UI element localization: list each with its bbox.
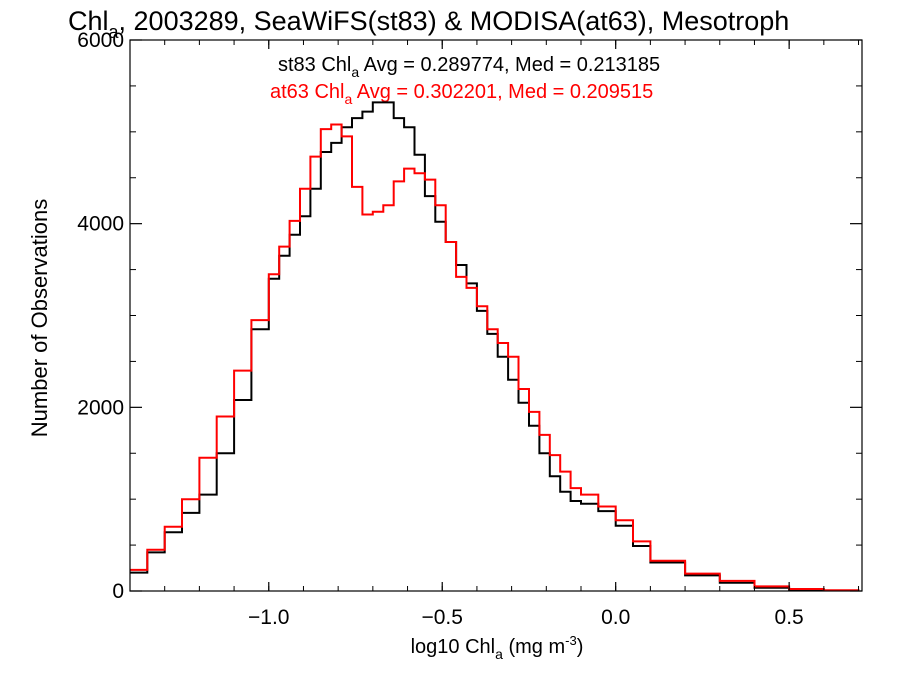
x-axis-label: log10 Chla (mg m-3) <box>411 633 584 662</box>
series-line-1 <box>130 101 860 592</box>
x-tick-label: 0.0 <box>601 606 630 629</box>
y-tick-label: 2000 <box>77 396 124 419</box>
annotation-st83: st83 Chla Avg = 0.289774, Med = 0.213185 <box>278 54 660 80</box>
axis-layer: −1.0 −0.5 0.0 0.5 0 2000 4000 6000 <box>77 29 863 629</box>
x-tick-label: −1.0 <box>248 606 289 629</box>
plot-frame <box>129 39 863 592</box>
chart-title: Chla, 2003289, SeaWiFS(st83) & MODISA(at… <box>68 6 789 42</box>
series-line-2 <box>130 123 860 592</box>
annotation-at63: at63 Chla Avg = 0.302201, Med = 0.209515 <box>270 81 653 107</box>
series-layer <box>130 101 860 592</box>
y-tick-label: 0 <box>112 580 124 603</box>
y-axis-label: Number of Observations <box>27 199 52 437</box>
x-tick-label: 0.5 <box>775 606 804 629</box>
y-tick-label: 6000 <box>77 29 124 52</box>
x-tick-label: −0.5 <box>421 606 462 629</box>
y-tick-label: 4000 <box>77 213 124 236</box>
